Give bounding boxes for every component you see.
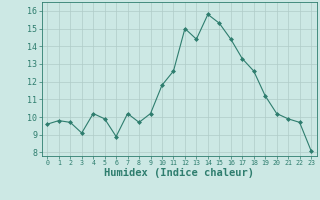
X-axis label: Humidex (Indice chaleur): Humidex (Indice chaleur)	[104, 168, 254, 178]
